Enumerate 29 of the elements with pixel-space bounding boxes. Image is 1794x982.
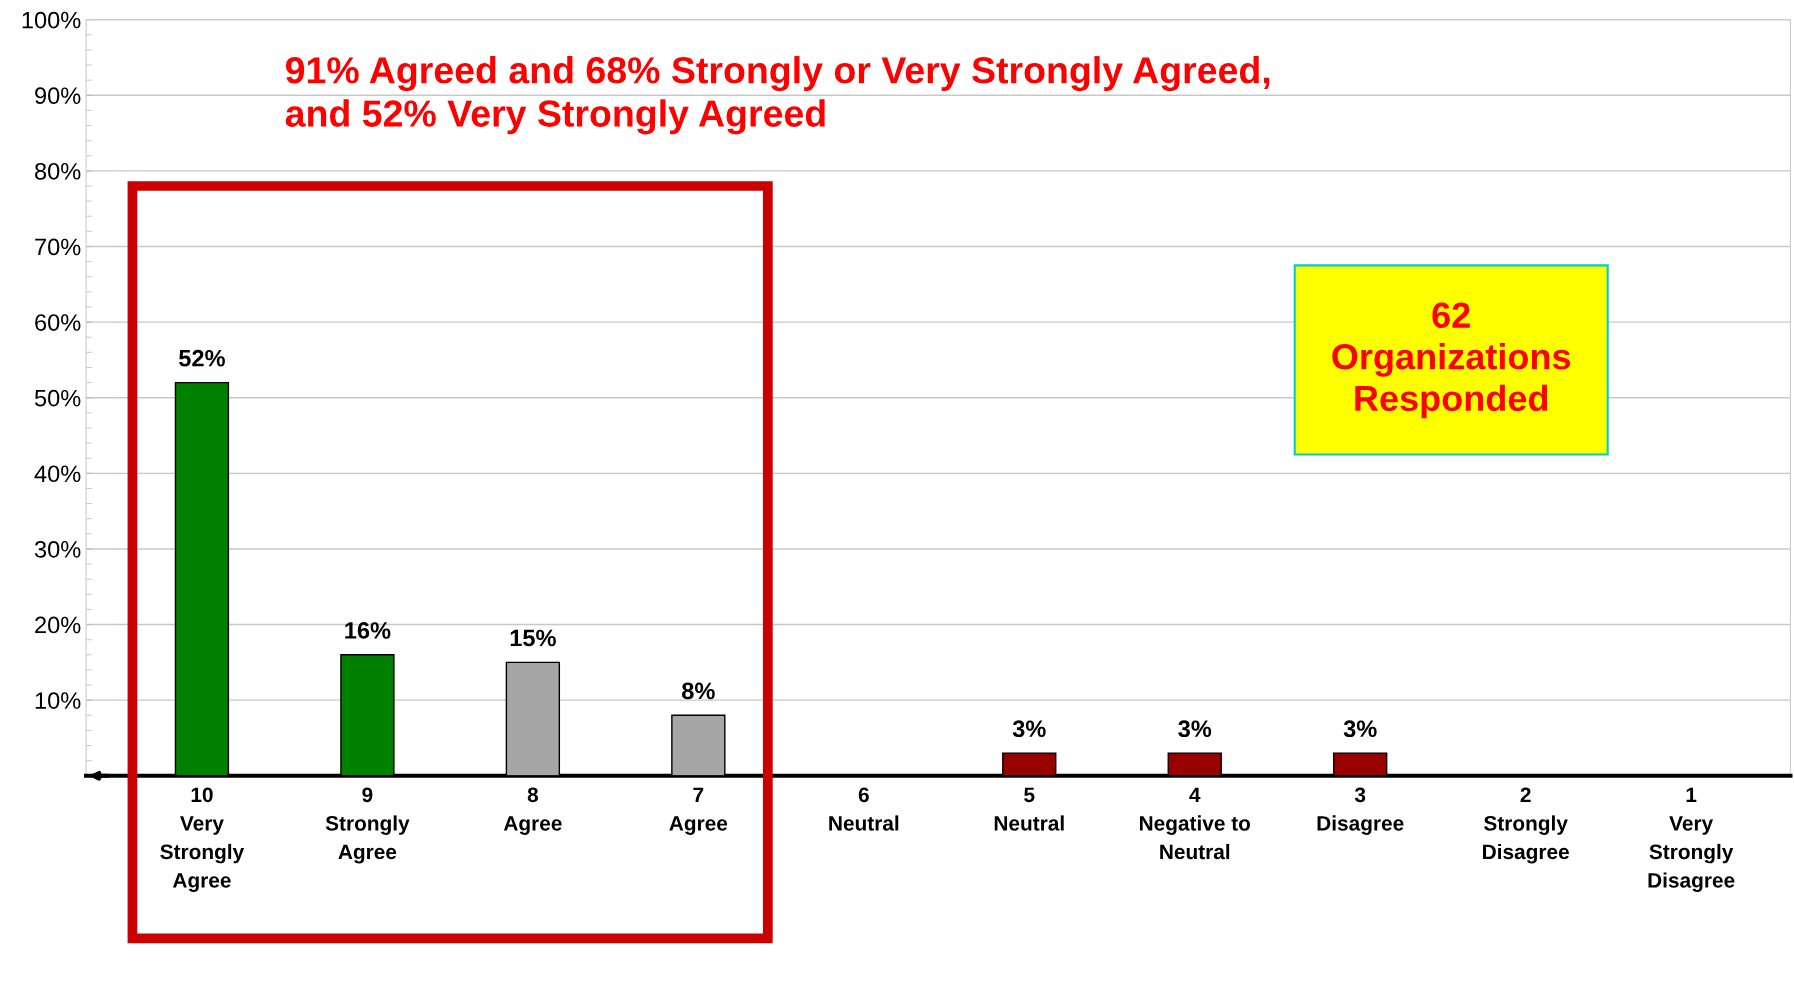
x-tick-label: 2 Strongly Disagree: [1483, 787, 1569, 864]
x-tick-label: 9 Strongly Agree: [325, 787, 410, 864]
x-tick-label: 4 Negative to Neutral: [1139, 787, 1251, 860]
x-tick-label: 10 Very Strongly Agree: [160, 787, 245, 892]
y-tick-label: 20%: [35, 616, 81, 634]
y-tick-label: 100%: [22, 11, 81, 29]
y-tick-label: 40%: [34, 465, 81, 483]
data-label: 3%: [1343, 720, 1377, 738]
y-tick-label: 50%: [34, 389, 81, 407]
annotation: 62 Organizations Responded: [1332, 302, 1571, 419]
data-label: 3%: [1178, 720, 1212, 738]
data-label: 8%: [682, 682, 715, 700]
y-tick-label: 10%: [35, 692, 81, 709]
y-tick-label: 90%: [35, 87, 81, 105]
x-tick-label: 5 Neutral: [994, 787, 1064, 831]
y-tick-label: 30%: [34, 541, 81, 558]
y-tick-label: 60%: [35, 314, 81, 331]
y-tick-label: 70%: [35, 238, 81, 256]
data-label: 52%: [179, 349, 225, 367]
data-label: 3%: [1012, 720, 1046, 738]
x-tick-label: 6 Neutral: [829, 787, 899, 831]
x-tick-label: 1 Very Strongly Disagree: [1648, 787, 1735, 892]
x-tick-label: 3 Disagree: [1317, 787, 1404, 835]
x-tick-label: 7 Agree: [669, 787, 728, 835]
x-tick-label: 8 Agree: [503, 787, 562, 835]
y-tick-label: 80%: [35, 162, 81, 180]
annotation: 91% Agreed and 68% Strongly or Very Strongly Agreed, and 52% Very Strongly Agreed: [285, 56, 1270, 135]
data-label: 15%: [510, 629, 556, 647]
data-label: 16%: [345, 622, 391, 639]
